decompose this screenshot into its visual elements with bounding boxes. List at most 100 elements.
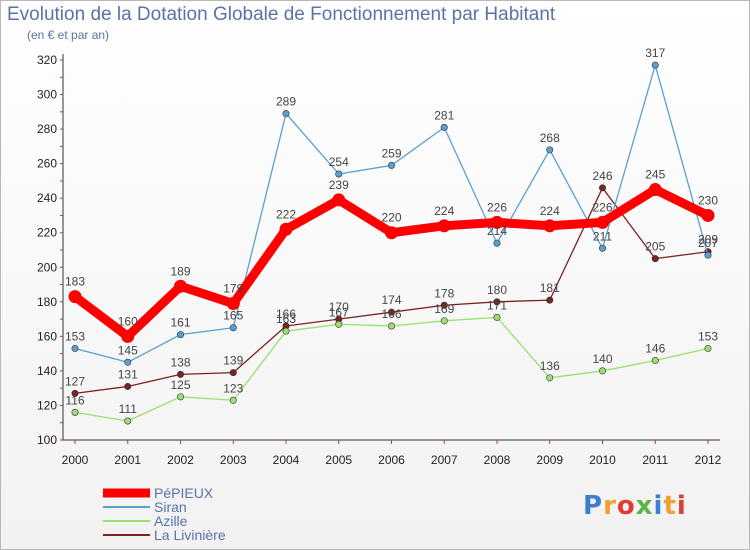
data-point — [546, 296, 554, 304]
y-tick-label: 180 — [37, 295, 57, 309]
x-tick-label: 2010 — [589, 453, 616, 467]
data-point — [598, 184, 606, 192]
data-point — [229, 324, 237, 332]
data-labels: 183 160 189 179 222 239 220 224 226 224 226 245 230 1… — [65, 46, 718, 416]
data-point — [71, 389, 79, 397]
data-point — [543, 219, 557, 233]
legend-label: PéPIEUX — [154, 485, 214, 501]
series-lines — [68, 61, 715, 425]
data-label: 160 — [118, 314, 138, 328]
data-label: 169 — [434, 302, 454, 316]
data-label: 211 — [593, 229, 612, 243]
data-point — [598, 244, 606, 252]
data-point — [177, 331, 185, 339]
data-label: 205 — [645, 240, 665, 254]
y-tick-label: 280 — [37, 122, 57, 136]
x-tick-label: 2004 — [273, 453, 300, 467]
data-label: 246 — [592, 169, 612, 183]
data-point — [282, 327, 290, 335]
data-label: 179 — [223, 282, 243, 296]
data-point — [701, 208, 715, 222]
logo-letter: x — [635, 491, 654, 521]
x-tick-label: 2005 — [325, 453, 352, 467]
data-label: 317 — [645, 46, 665, 60]
data-point — [124, 358, 132, 366]
data-point — [493, 313, 501, 321]
x-tick-label: 2011 — [642, 453, 668, 467]
data-point — [226, 297, 240, 311]
y-tick-label: 140 — [37, 364, 57, 378]
logo-letter: o — [616, 491, 636, 521]
data-point — [174, 279, 187, 293]
x-tick-label: 2008 — [484, 453, 511, 467]
data-label: 166 — [381, 307, 401, 321]
legend-label: Azille — [154, 513, 188, 529]
x-tick-label: 2003 — [220, 453, 247, 467]
y-tick-label: 260 — [37, 157, 57, 171]
data-label: 139 — [223, 354, 243, 368]
logo-letter: P — [583, 491, 604, 521]
data-point — [387, 308, 395, 316]
data-point — [177, 370, 185, 378]
data-point — [71, 344, 79, 352]
data-label: 167 — [329, 305, 349, 319]
data-label: 127 — [65, 374, 85, 388]
data-label: 171 — [487, 298, 507, 312]
data-point — [335, 320, 343, 328]
data-point — [279, 222, 293, 236]
data-point — [177, 393, 185, 401]
data-label: 209 — [698, 233, 718, 247]
data-label: 145 — [118, 343, 138, 357]
y-tick-label: 220 — [37, 226, 57, 240]
data-label: 226 — [592, 200, 612, 214]
data-point — [335, 170, 343, 178]
data-point — [229, 396, 237, 404]
data-label: 189 — [170, 264, 190, 278]
data-point — [387, 161, 395, 169]
data-label: 178 — [434, 286, 454, 300]
legend-label: Siran — [154, 499, 187, 515]
data-point — [440, 317, 448, 325]
data-label: 224 — [434, 204, 454, 218]
logo-letter: r — [603, 491, 617, 521]
data-label: 163 — [276, 312, 296, 326]
data-label: 259 — [381, 146, 401, 160]
data-label: 226 — [487, 200, 507, 214]
x-tick-label: 2001 — [114, 453, 141, 467]
data-label: 254 — [329, 155, 349, 169]
data-point — [71, 408, 79, 416]
y-tick-label: 300 — [37, 88, 57, 102]
data-label: 289 — [276, 95, 296, 109]
data-point — [704, 344, 712, 352]
data-point — [651, 357, 659, 365]
data-label: 268 — [540, 131, 560, 145]
data-label: 165 — [223, 309, 243, 323]
data-label: 170 — [329, 300, 349, 314]
data-point — [229, 369, 237, 377]
data-label: 116 — [65, 393, 84, 407]
logo-letter: t — [663, 491, 677, 521]
data-point — [437, 219, 451, 233]
data-point — [68, 290, 82, 304]
data-point — [387, 322, 395, 330]
data-label: 181 — [540, 281, 560, 295]
data-label: 220 — [381, 211, 401, 225]
data-point — [440, 123, 448, 131]
x-tick-label: 2009 — [536, 453, 563, 467]
axes: 100 120 140 160 180 200 220 240 260 280 300 320 2000… — [37, 53, 722, 467]
data-point — [332, 193, 346, 207]
x-tick-label: 2007 — [431, 453, 458, 467]
proxiti-logo: Proxiti — [583, 491, 687, 521]
data-label: 111 — [119, 402, 138, 416]
data-point — [490, 215, 504, 229]
chart-title: Evolution de la Dotation Globale de Fonc… — [7, 4, 556, 25]
logo-letter: i — [676, 491, 687, 521]
data-label: 214 — [487, 224, 507, 238]
data-point — [651, 255, 659, 263]
data-label: 146 — [645, 342, 665, 356]
data-point — [493, 239, 501, 247]
data-point — [648, 183, 662, 197]
data-label: 222 — [276, 207, 296, 221]
